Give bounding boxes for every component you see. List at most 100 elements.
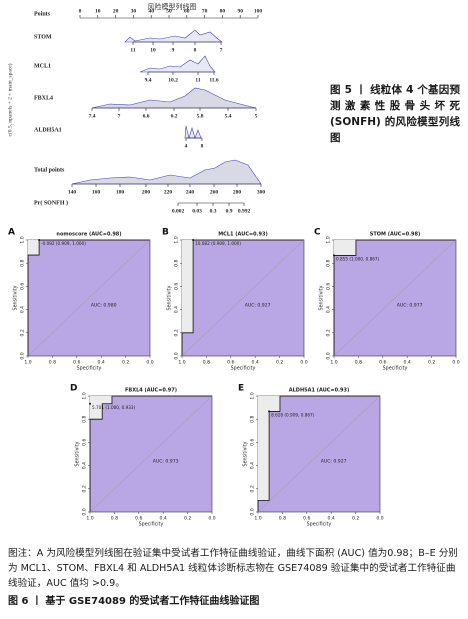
x-tick-label: 0.0 <box>452 360 459 366</box>
threshold-label: 10.082 (0.909, 1.000) <box>195 241 241 246</box>
diagonal <box>333 239 457 357</box>
tick-label: 60 <box>184 8 190 14</box>
x-tick-label: 0.4 <box>98 360 105 366</box>
y-tick-label: 1.0 <box>326 236 332 243</box>
x-tick-label: 0.2 <box>276 360 283 366</box>
x-tick-label: 0.4 <box>160 516 167 522</box>
tick-label: 200 <box>142 189 151 195</box>
tick-label: 0.992 <box>238 208 251 214</box>
diagonal <box>181 239 305 357</box>
x-tick-label: 0.6 <box>227 360 234 366</box>
y-tick-label: 0.0 <box>82 508 88 515</box>
threshold-label: 0.855 (1.000, 0.867) <box>336 256 380 261</box>
y-tick-label: 0.6 <box>82 439 88 446</box>
tick-label: 0.03 <box>192 208 202 214</box>
tick-label: 11 <box>130 47 135 53</box>
diagonal <box>27 239 151 357</box>
y-tick-label: 0.6 <box>326 283 332 290</box>
x-axis-label: Specificity <box>77 366 102 372</box>
tick-label: 10 <box>150 47 156 53</box>
diagonal <box>89 395 213 513</box>
panel-title: ALDH5A1 (AUC=0.93) <box>289 388 350 394</box>
tick-label: 260 <box>210 189 219 195</box>
x-tick-label: 0.8 <box>279 516 286 522</box>
x-tick-label: 0.0 <box>300 360 307 366</box>
caption-label: 图 5 丨 <box>330 84 367 96</box>
caption-text: 线粒体 4 个基因预测激素性股骨头坏死 (SONFH) 的风险模型列线图 <box>330 84 460 144</box>
above-curve <box>28 240 40 256</box>
auc-label: AUC: 0.973 <box>153 458 179 464</box>
tick-label: 90 <box>237 8 243 14</box>
density <box>124 29 223 43</box>
y-tick-label: 0.4 <box>250 462 256 469</box>
y-tick-label: 0.2 <box>326 329 332 336</box>
density <box>184 125 202 140</box>
y-tick-label: 0.4 <box>20 306 26 313</box>
x-tick-label: 0.4 <box>252 360 259 366</box>
x-tick-label: 1.0 <box>254 516 261 522</box>
tick-label: 7 <box>220 47 223 53</box>
tick-label: 180 <box>116 189 125 195</box>
x-tick-label: 0.6 <box>73 360 80 366</box>
y-axis-label: Sensitivity <box>243 441 249 466</box>
x-tick-label: 0.4 <box>328 516 335 522</box>
x-tick-label: 0.2 <box>122 360 129 366</box>
y-tick-label: 0.8 <box>174 259 180 266</box>
x-tick-label: 1.0 <box>86 516 93 522</box>
tick-label: 240 <box>186 189 195 195</box>
x-tick-label: 0.0 <box>146 360 153 366</box>
x-tick-label: 1.0 <box>330 360 337 366</box>
panel-title: STOM (AUC=0.98) <box>370 232 421 238</box>
y-tick-label: 0.2 <box>250 485 256 492</box>
y-axis-label: Sensitivity <box>75 441 81 466</box>
tick-label: 7.4 <box>89 113 96 119</box>
row-label: FBXL4 <box>34 95 53 101</box>
x-tick-label: 0.6 <box>303 516 310 522</box>
y-tick-label: 1.0 <box>82 392 88 399</box>
panel-letter: A <box>8 228 15 238</box>
tick-label: 10 <box>95 8 101 14</box>
x-tick-label: 0.2 <box>352 516 359 522</box>
row-label: ALDH5A1 <box>34 127 62 133</box>
tick-label: 8 <box>194 47 197 53</box>
y-tick-label: 0.0 <box>326 352 332 359</box>
x-axis-label: Specificity <box>231 366 256 372</box>
tick-label: 140 <box>68 189 77 195</box>
threshold-point <box>38 239 41 241</box>
threshold-point <box>268 410 271 413</box>
y-tick-label: 0.6 <box>20 283 26 290</box>
y-tick-label: 0.0 <box>250 508 256 515</box>
threshold-label: 5.701 (1.000, 0.933) <box>92 405 136 410</box>
density <box>139 55 216 73</box>
tick-label: 6.2 <box>171 113 178 119</box>
y-tick-label: 0.6 <box>250 439 256 446</box>
density <box>91 87 257 109</box>
figure5-caption: 图 5 丨 线粒体 4 个基因预测激素性股骨头坏死 (SONFH) 的风险模型列… <box>330 82 460 146</box>
y-tick-label: 0.4 <box>174 306 180 313</box>
diagonal <box>257 395 381 513</box>
auc-label: AUC: 0.977 <box>397 302 423 308</box>
x-tick-label: 0.6 <box>135 516 142 522</box>
above-curve <box>90 396 112 420</box>
tick-label: 80 <box>220 8 226 14</box>
x-axis-label: Specificity <box>307 522 332 528</box>
x-tick-label: 0.8 <box>49 360 56 366</box>
tick-label: 5.8 <box>197 113 204 119</box>
tick-label: 10.2 <box>168 77 178 83</box>
row-label: Points <box>34 11 51 17</box>
x-tick-label: 1.0 <box>178 360 185 366</box>
y-tick-label: 0.2 <box>20 329 26 336</box>
panel-title: nomoscore (AUC=0.98) <box>56 232 121 238</box>
y-tick-label: 0.0 <box>20 352 26 359</box>
tick-label: 40 <box>148 8 154 14</box>
nomogram-y-label: c(0.5, npanels + 2 + main_space) <box>6 63 13 136</box>
x-tick-label: 0.8 <box>203 360 210 366</box>
x-tick-label: 0.2 <box>428 360 435 366</box>
figure6-caption: 图 6 丨 基于 GSE74089 的受试者工作特征曲线验证图 <box>8 592 460 607</box>
y-tick-label: 0.8 <box>250 415 256 422</box>
roc-curve <box>333 239 456 356</box>
threshold-label: -0.092 (0.909, 1.000) <box>41 241 86 246</box>
tick-label: 50 <box>166 8 172 14</box>
y-tick-label: 0.4 <box>82 462 88 469</box>
